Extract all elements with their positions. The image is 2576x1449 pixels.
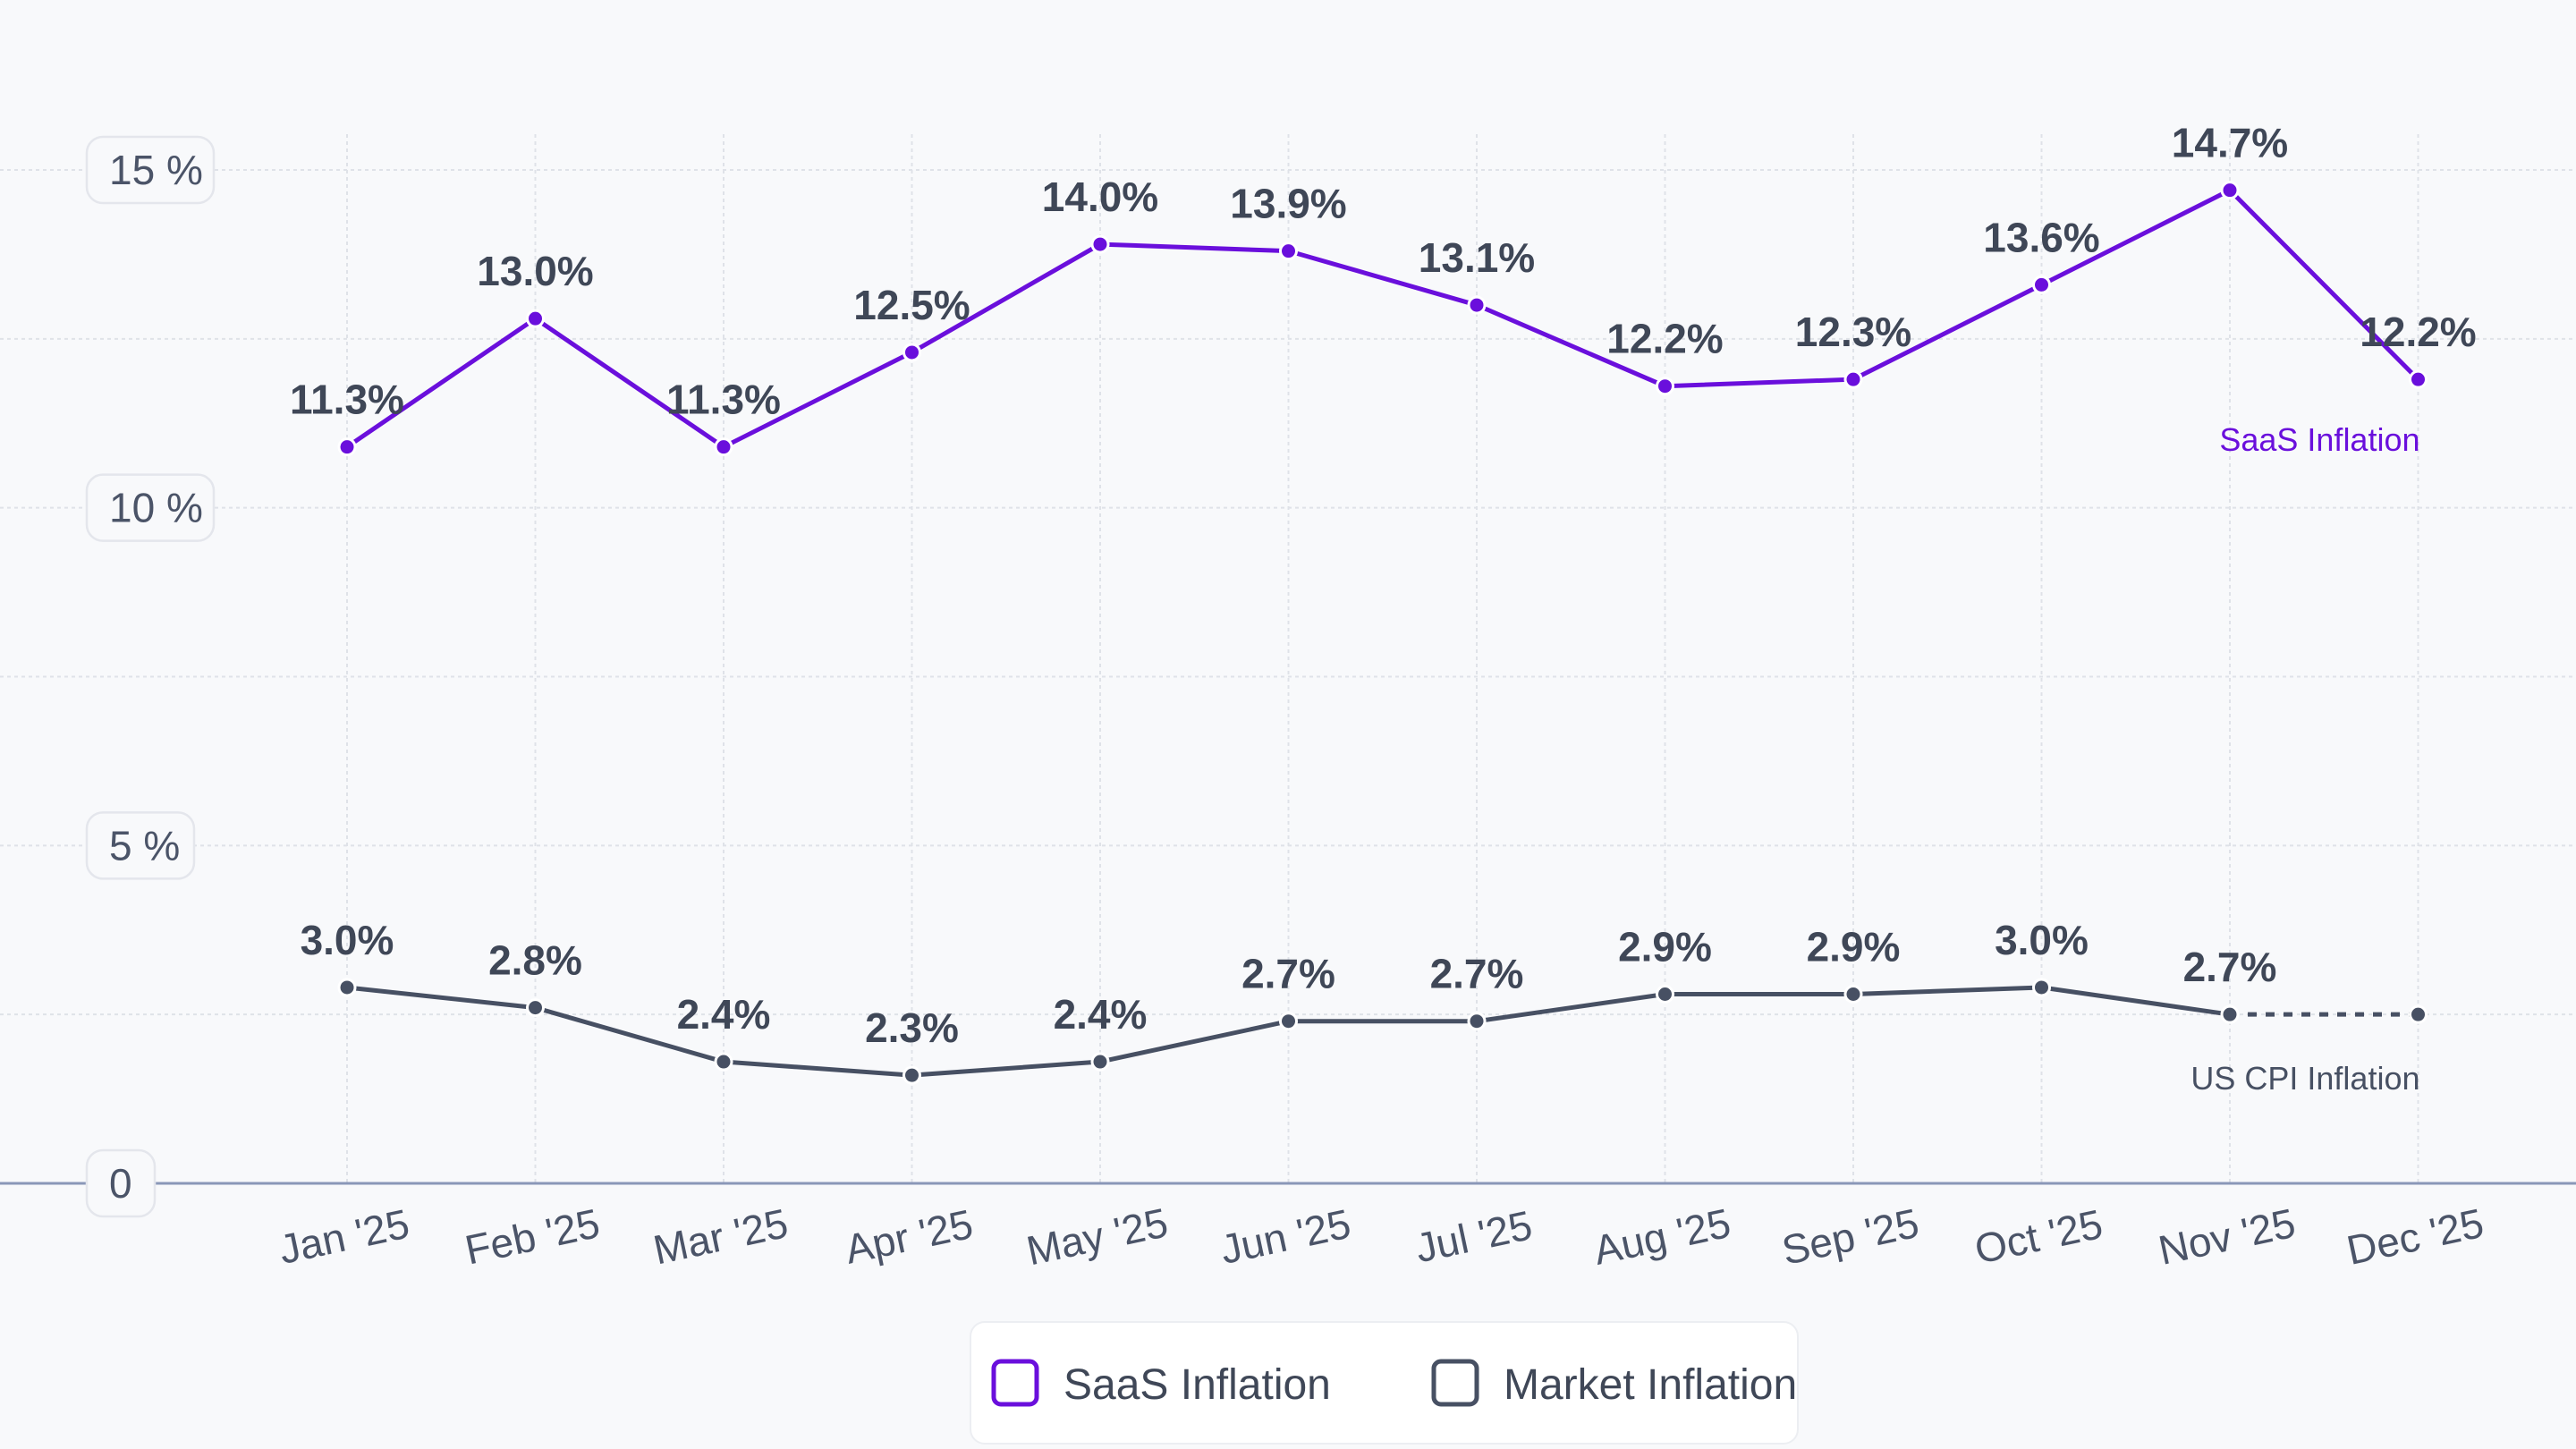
data-label: 12.2% <box>2360 309 2476 355</box>
data-label: 2.3% <box>865 1004 959 1051</box>
data-label: 2.7% <box>1430 951 1524 997</box>
x-tick-label: Feb '25 <box>461 1199 603 1273</box>
x-tick-label: Oct '25 <box>1970 1200 2106 1273</box>
x-tick-label: Apr '25 <box>841 1200 977 1273</box>
y-tick-label: 15 % <box>109 147 203 193</box>
data-point[interactable] <box>2220 181 2240 200</box>
x-tick-label: Nov '25 <box>2155 1199 2300 1274</box>
data-point[interactable] <box>1843 985 1863 1004</box>
series-end-label: US CPI Inflation <box>2190 1060 2419 1097</box>
data-label: 2.9% <box>1807 924 1901 970</box>
y-tick-box <box>85 135 216 205</box>
data-point[interactable] <box>1467 295 1487 315</box>
data-point[interactable] <box>1090 234 1110 254</box>
legend <box>970 1321 1799 1445</box>
data-point[interactable] <box>2409 369 2428 389</box>
data-label: 3.0% <box>1995 917 2089 963</box>
legend-swatch-1[interactable] <box>1431 1359 1479 1407</box>
data-point[interactable] <box>1656 377 1674 396</box>
legend-label[interactable]: Market Inflation <box>1504 1361 1797 1409</box>
data-point[interactable] <box>1467 1012 1487 1031</box>
data-point[interactable] <box>1090 1052 1110 1072</box>
data-label: 2.7% <box>2183 944 2277 990</box>
data-point[interactable] <box>2220 1004 2240 1024</box>
y-tick-label: 0 <box>109 1160 132 1207</box>
x-tick-label: May '25 <box>1022 1199 1172 1274</box>
series-line-0 <box>344 188 2420 450</box>
data-point[interactable] <box>526 998 545 1018</box>
data-label: 14.7% <box>2172 120 2288 166</box>
data-point[interactable] <box>714 1052 733 1072</box>
x-tick-label: Mar '25 <box>649 1199 792 1273</box>
x-tick-label: Jul '25 <box>1411 1201 1536 1271</box>
data-point[interactable] <box>1279 242 1298 261</box>
x-tick-label: Aug '25 <box>1589 1199 1734 1274</box>
data-label: 2.4% <box>677 991 771 1038</box>
x-tick-label: Jun '25 <box>1216 1200 1355 1273</box>
data-label: 13.1% <box>1419 234 1535 281</box>
data-point[interactable] <box>1279 1012 1298 1031</box>
y-tick-box <box>85 1148 157 1218</box>
data-label: 12.5% <box>853 282 970 328</box>
y-tick-box <box>85 473 216 542</box>
series-end-label: SaaS Inflation <box>2219 421 2419 458</box>
x-tick-label: Dec '25 <box>2343 1199 2487 1274</box>
data-label: 2.8% <box>488 937 582 984</box>
data-label: 11.3% <box>666 377 781 423</box>
data-point[interactable] <box>2032 275 2051 294</box>
data-point[interactable] <box>902 343 921 362</box>
data-label: 12.2% <box>1606 316 1723 362</box>
data-label: 13.0% <box>477 248 593 294</box>
data-label: 2.9% <box>1618 924 1712 970</box>
data-point[interactable] <box>902 1065 921 1085</box>
data-point[interactable] <box>526 309 545 328</box>
data-point[interactable] <box>337 978 357 997</box>
x-tick-label: Sep '25 <box>1778 1199 1923 1274</box>
data-label: 13.9% <box>1230 181 1346 227</box>
data-point[interactable] <box>337 437 357 457</box>
x-tick-label: Jan '25 <box>275 1200 413 1273</box>
data-label: 14.0% <box>1042 174 1158 220</box>
legend-label[interactable]: SaaS Inflation <box>1063 1361 1331 1409</box>
data-point[interactable] <box>2409 1004 2428 1024</box>
y-tick-box <box>85 811 196 880</box>
data-label: 13.6% <box>1983 214 2099 260</box>
legend-swatch-0[interactable] <box>991 1359 1039 1407</box>
data-point[interactable] <box>714 437 733 457</box>
y-tick-label: 5 % <box>109 822 180 869</box>
data-label: 11.3% <box>290 377 404 423</box>
data-point[interactable] <box>2032 978 2051 997</box>
y-tick-label: 10 % <box>109 485 203 531</box>
data-label: 12.3% <box>1795 309 1911 355</box>
data-label: 3.0% <box>301 917 394 963</box>
data-point[interactable] <box>1843 369 1863 389</box>
data-point[interactable] <box>1656 985 1674 1004</box>
data-label: 2.4% <box>1054 991 1148 1038</box>
data-label: 2.7% <box>1241 951 1335 997</box>
